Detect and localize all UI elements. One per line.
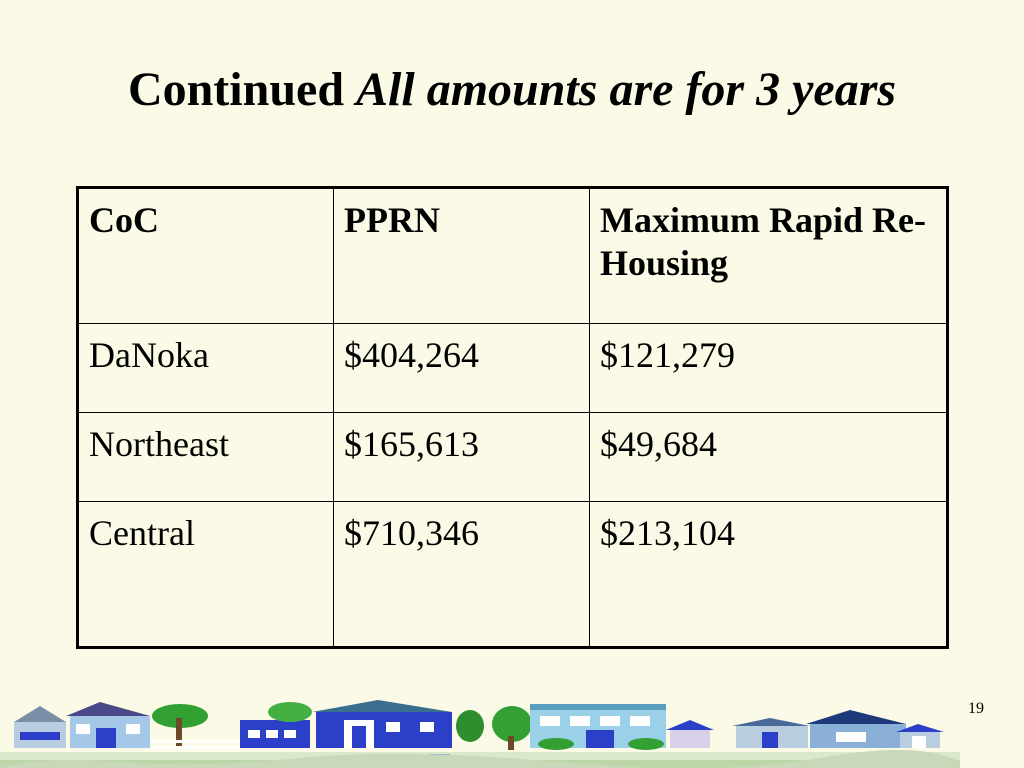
funding-table: CoC PPRN Maximum Rapid Re-Housing DaNoka…: [76, 186, 949, 649]
table-row: Central $710,346 $213,104: [77, 501, 948, 648]
table-row: DaNoka $404,264 $121,279: [77, 323, 948, 413]
slide-title: Continued All amounts are for 3 years: [0, 62, 1024, 117]
cell-max-rapid-rehousing: $49,684: [589, 412, 948, 502]
cell-coc: Northeast: [77, 412, 334, 502]
cell-max-rapid-rehousing: $121,279: [589, 323, 948, 413]
cell-pprn: $710,346: [333, 501, 590, 648]
header-pprn: PPRN: [333, 187, 590, 324]
table-header-row: CoC PPRN Maximum Rapid Re-Housing: [77, 187, 948, 324]
page-number: 19: [968, 700, 984, 717]
title-regular: Continued: [127, 63, 345, 116]
cell-pprn: $404,264: [333, 323, 590, 413]
town-clipart-image: [0, 700, 960, 768]
table-row: Northeast $165,613 $49,684: [77, 412, 948, 502]
cell-pprn: $165,613: [333, 412, 590, 502]
cell-max-rapid-rehousing: $213,104: [589, 501, 948, 648]
cell-coc: DaNoka: [77, 323, 334, 413]
header-coc: CoC: [77, 187, 334, 324]
header-max-rapid-rehousing: Maximum Rapid Re-Housing: [589, 187, 948, 324]
title-italic: All amounts are for 3 years: [356, 63, 897, 116]
cell-coc: Central: [77, 501, 334, 648]
